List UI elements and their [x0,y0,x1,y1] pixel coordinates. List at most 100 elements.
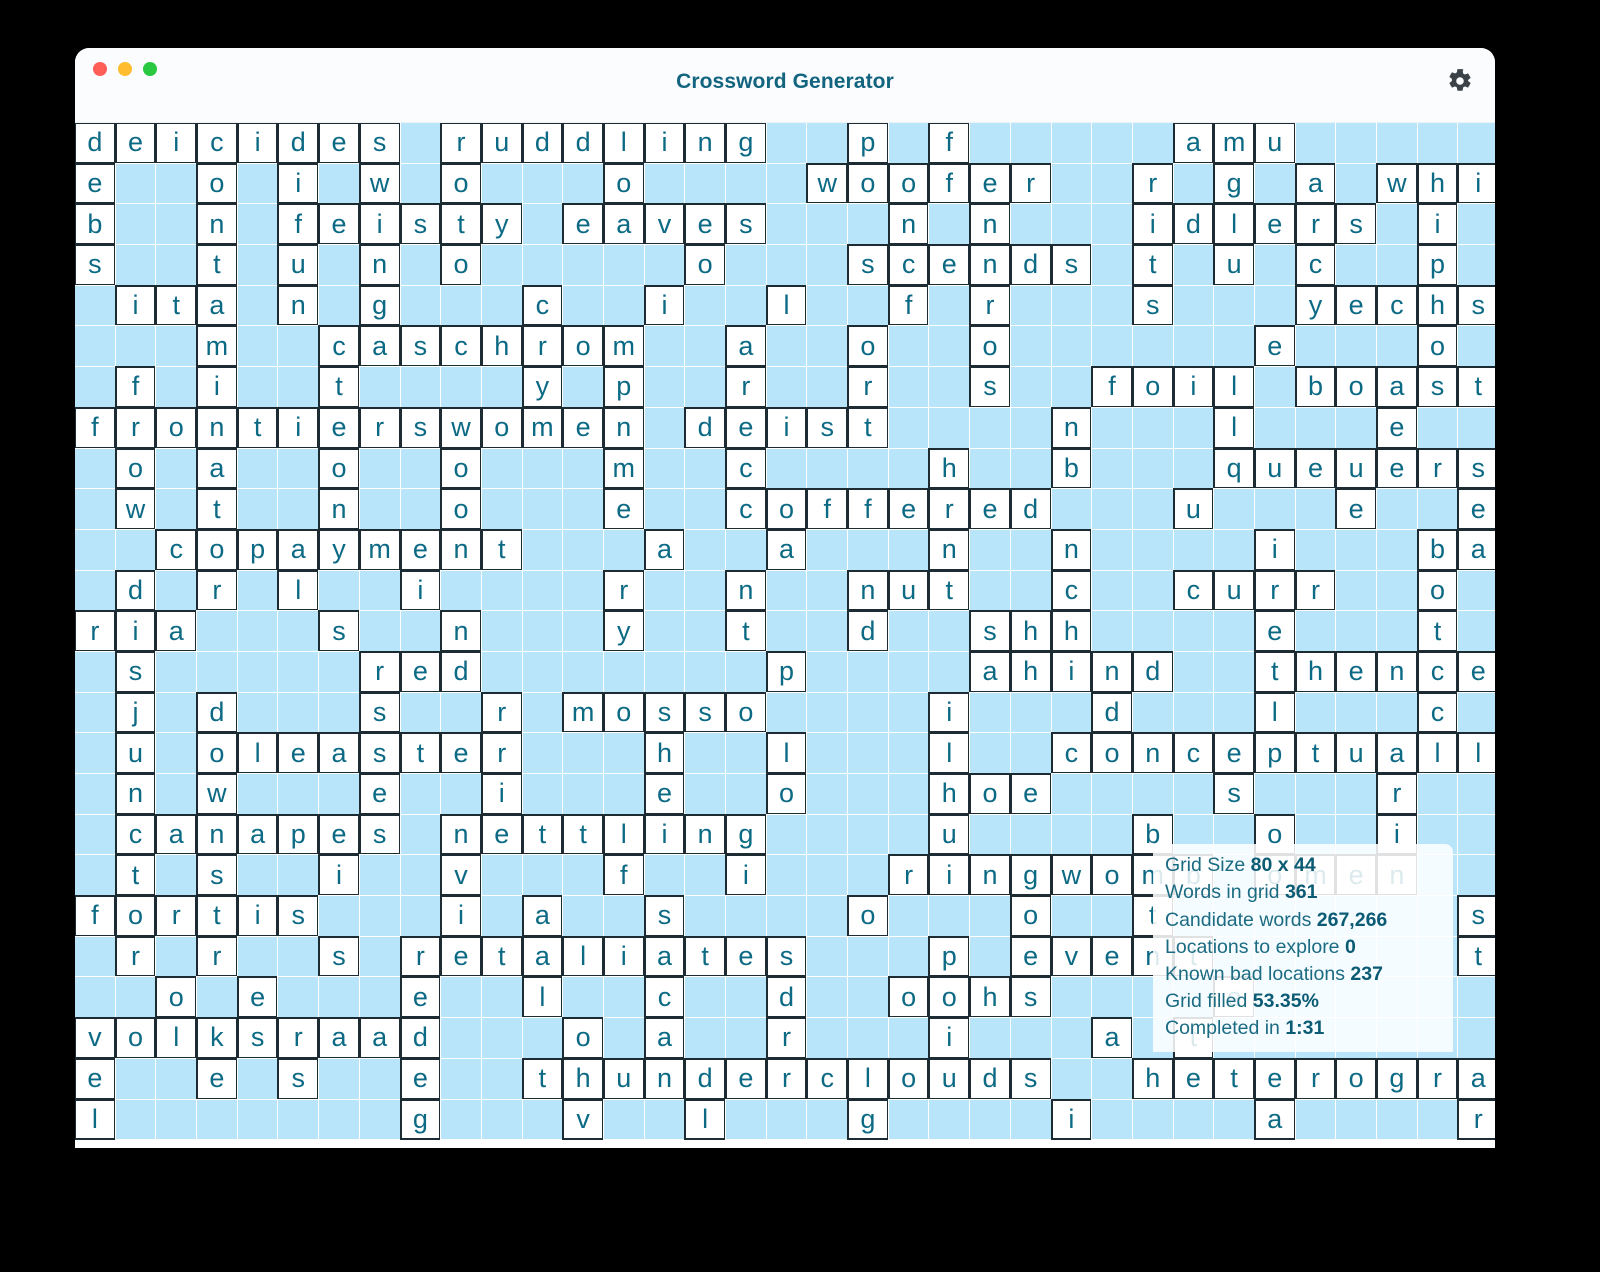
crossword-cell-blank[interactable] [358,976,401,1019]
crossword-cell-letter[interactable]: o [196,162,238,205]
crossword-cell-blank[interactable] [196,976,238,1019]
crossword-cell-blank[interactable] [806,203,849,246]
crossword-cell-blank[interactable] [765,325,808,368]
crossword-cell-blank[interactable] [1172,162,1215,205]
crossword-cell-blank[interactable] [196,610,238,652]
crossword-cell-blank[interactable] [562,244,604,286]
crossword-cell-blank[interactable] [887,650,930,693]
crossword-cell-blank[interactable] [114,203,157,246]
crossword-cell-blank[interactable] [928,284,971,327]
crossword-cell-letter[interactable]: r [725,366,767,408]
crossword-cell-letter[interactable]: h [1294,650,1337,693]
crossword-cell-blank[interactable] [1376,610,1418,652]
crossword-cell-blank[interactable] [765,1098,808,1141]
crossword-cell-blank[interactable] [847,528,889,571]
crossword-cell-letter[interactable]: o [887,162,930,205]
crossword-cell-letter[interactable]: r [358,650,401,693]
crossword-cell-blank[interactable] [1213,528,1255,571]
crossword-cell-letter[interactable]: a [236,813,279,856]
crossword-cell-blank[interactable] [887,691,930,734]
crossword-cell-letter[interactable]: e [1253,203,1296,246]
crossword-cell-letter[interactable]: u [602,1057,645,1100]
crossword-cell-letter[interactable]: h [1009,650,1052,693]
crossword-cell-letter[interactable]: t [1457,366,1495,408]
crossword-cell-blank[interactable] [1050,691,1093,734]
crossword-cell-letter[interactable]: t [236,406,279,449]
crossword-cell-blank[interactable] [75,691,116,734]
crossword-cell-blank[interactable] [684,325,726,368]
crossword-cell-letter[interactable]: o [440,447,482,490]
crossword-cell-blank[interactable] [440,691,482,734]
crossword-cell-blank[interactable] [236,691,279,734]
crossword-cell-blank[interactable] [399,488,442,530]
crossword-cell-blank[interactable] [1294,1098,1337,1141]
crossword-cell-blank[interactable] [1294,528,1337,571]
crossword-cell-letter[interactable]: p [602,366,645,408]
crossword-cell-blank[interactable] [1091,244,1133,286]
crossword-cell-blank[interactable] [1213,1098,1255,1141]
crossword-cell-blank[interactable] [277,366,320,408]
crossword-cell-letter[interactable]: a [155,610,198,652]
crossword-cell-letter[interactable]: o [1131,366,1174,408]
crossword-cell-letter[interactable]: e [114,123,157,164]
crossword-cell-letter[interactable]: a [1376,366,1418,408]
crossword-cell-blank[interactable] [847,773,889,815]
crossword-cell-blank[interactable] [75,488,116,530]
crossword-cell-letter[interactable]: t [562,813,604,856]
crossword-cell-letter[interactable]: e [399,1057,442,1100]
crossword-cell-blank[interactable] [1294,1017,1337,1059]
crossword-cell-letter[interactable]: d [196,691,238,734]
crossword-cell-letter[interactable]: e [725,406,767,449]
crossword-cell-blank[interactable] [155,488,198,530]
crossword-cell-letter[interactable]: o [969,773,1011,815]
crossword-cell-blank[interactable] [521,1017,564,1059]
crossword-cell-letter[interactable]: t [847,406,889,449]
crossword-cell-blank[interactable] [1050,895,1093,937]
crossword-cell-blank[interactable] [155,854,198,897]
crossword-cell-blank[interactable] [1009,1017,1052,1059]
crossword-cell-blank[interactable] [236,284,279,327]
crossword-cell-letter[interactable]: l [1416,732,1459,774]
crossword-cell-letter[interactable]: d [440,650,482,693]
crossword-cell-letter[interactable]: r [196,935,238,978]
crossword-cell-blank[interactable] [1091,1098,1133,1141]
crossword-cell-blank[interactable] [1131,976,1174,1019]
crossword-cell-letter[interactable]: i [725,854,767,897]
crossword-cell-blank[interactable] [602,732,645,774]
crossword-cell-blank[interactable] [1376,895,1418,937]
crossword-cell-letter[interactable]: t [1416,610,1459,652]
crossword-cell-blank[interactable] [1253,895,1296,937]
crossword-cell-letter[interactable]: s [1050,244,1093,286]
crossword-cell-letter[interactable]: u [1213,569,1255,612]
crossword-cell-letter[interactable]: i [155,123,198,164]
crossword-cell-letter[interactable]: e [725,935,767,978]
crossword-cell-blank[interactable] [399,162,442,205]
crossword-cell-letter[interactable]: s [1457,284,1495,327]
crossword-cell-letter[interactable]: i [399,569,442,612]
crossword-cell-blank[interactable] [1172,650,1215,693]
crossword-cell-blank[interactable] [765,244,808,286]
crossword-cell-blank[interactable] [1335,406,1377,449]
crossword-cell-letter[interactable]: l [277,569,320,612]
crossword-cell-blank[interactable] [75,773,116,815]
crossword-cell-blank[interactable] [1213,284,1255,327]
crossword-cell-letter[interactable]: d [1009,244,1052,286]
crossword-cell-letter[interactable]: o [562,325,604,368]
crossword-cell-letter[interactable]: g [725,813,767,856]
crossword-grid-viewport[interactable]: deicidesruddlingpfamueoiwoowooferrgawhim… [75,123,1495,1148]
crossword-cell-letter[interactable]: c [1050,732,1093,774]
crossword-cell-blank[interactable] [318,244,360,286]
crossword-cell-blank[interactable] [1091,569,1133,612]
crossword-cell-blank[interactable] [643,488,686,530]
crossword-cell-blank[interactable] [602,650,645,693]
crossword-cell-letter[interactable]: d [114,569,157,612]
crossword-cell-blank[interactable] [684,895,726,937]
crossword-cell-blank[interactable] [562,650,604,693]
crossword-cell-blank[interactable] [928,650,971,693]
crossword-cell-letter[interactable]: s [318,610,360,652]
crossword-cell-blank[interactable] [521,1098,564,1141]
crossword-cell-letter[interactable]: o [887,976,930,1019]
crossword-cell-blank[interactable] [480,610,523,652]
crossword-cell-blank[interactable] [643,406,686,449]
crossword-cell-letter[interactable]: e [318,203,360,246]
